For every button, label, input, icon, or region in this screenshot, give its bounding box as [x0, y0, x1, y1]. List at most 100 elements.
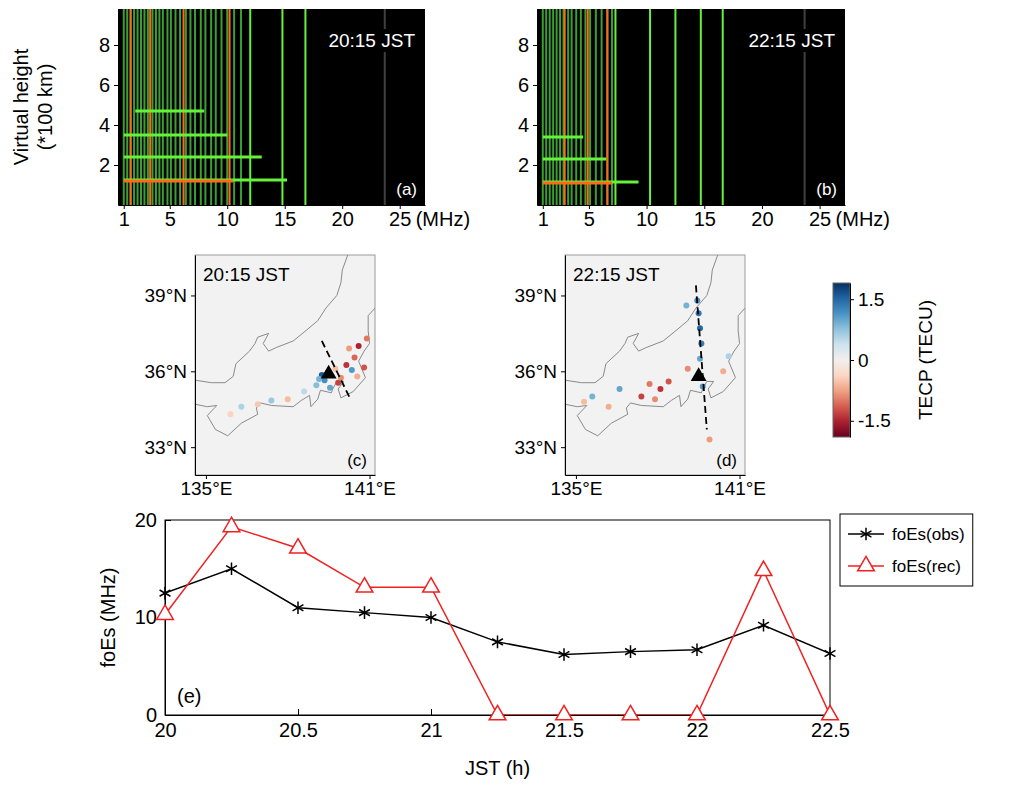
series-marker	[825, 647, 836, 660]
series-marker	[226, 562, 237, 575]
frequency-line	[563, 9, 565, 205]
axis-line	[118, 10, 119, 206]
x-axis: 1510152025	[538, 205, 846, 230]
echo-trace	[124, 134, 227, 137]
frequency-line	[215, 9, 217, 205]
series-line	[165, 527, 830, 715]
plot-frame	[165, 520, 830, 715]
series-marker	[160, 587, 171, 600]
tick-label: 0	[146, 704, 157, 726]
frequency-line	[123, 9, 125, 205]
frequency-line	[649, 9, 651, 205]
frequency-line	[552, 9, 554, 205]
tick-label: 21	[420, 719, 442, 741]
frequency-line	[606, 9, 608, 205]
tick: 5	[584, 205, 595, 230]
series-marker	[625, 645, 636, 658]
y-axis: 33°N36°N39°N	[515, 256, 566, 476]
legend-label: foEs(rec)	[892, 557, 961, 576]
tecp-point	[327, 385, 333, 391]
tick-label: 5	[165, 208, 176, 230]
tick-mark	[533, 85, 537, 86]
series-marker	[290, 539, 307, 553]
frequency-line	[564, 9, 566, 205]
tick-mark	[561, 295, 565, 296]
tick-label: 2	[518, 154, 529, 176]
tick-label: 5	[584, 208, 595, 230]
tecp-point	[346, 346, 352, 352]
tick-label: 135°E	[180, 478, 232, 499]
tick-mark	[114, 165, 118, 166]
tick: 135°E	[550, 475, 602, 499]
axis-line	[566, 475, 746, 476]
frequency-line	[584, 9, 586, 205]
tick: 20	[332, 205, 354, 230]
series-marker	[423, 578, 440, 592]
tecp-point	[349, 367, 355, 373]
tick-label: 39°N	[145, 285, 187, 306]
tecp-point	[364, 335, 370, 341]
echo-trace	[543, 136, 583, 139]
tecp-point	[343, 362, 349, 368]
axis-line	[537, 10, 538, 206]
axis-line	[565, 256, 566, 476]
tick: 39°N	[145, 285, 195, 306]
colorbar-title: TECP (TECU)	[915, 300, 936, 420]
tecp-point	[238, 404, 244, 410]
tecp-point	[352, 354, 358, 360]
legend-marker	[858, 556, 875, 570]
frequency-line	[575, 9, 577, 205]
frequency-line	[549, 9, 551, 205]
tick-label: 22.5	[811, 719, 850, 741]
ionogram-panel: 15101520252468(MHz)22:15 JST(b)	[518, 9, 890, 230]
series-marker	[622, 705, 639, 719]
markers	[157, 517, 839, 720]
frequency-line	[567, 9, 569, 205]
tick: 6	[99, 74, 118, 96]
marks	[195, 255, 375, 436]
tick: 5	[165, 205, 176, 230]
frequency-line	[155, 9, 157, 205]
tecp-point	[647, 381, 653, 387]
series-marker	[223, 517, 240, 531]
tick: 15	[694, 205, 716, 230]
legend-box	[840, 514, 973, 586]
tick-label: 33°N	[515, 437, 557, 458]
panel-time: 20:15 JST	[328, 30, 415, 51]
frequency-line	[587, 9, 589, 205]
tecp-point	[617, 386, 623, 392]
tick: 33°N	[515, 437, 565, 458]
coastline	[565, 255, 745, 436]
series-marker	[489, 705, 506, 719]
tick-mark	[114, 85, 118, 86]
frequency-line	[595, 9, 597, 205]
colorbar-axis: -1.501.5	[850, 284, 891, 438]
tick-mark	[533, 125, 537, 126]
station-marker	[691, 367, 707, 381]
tick-label: 25	[389, 208, 411, 230]
profile-line	[696, 285, 707, 429]
tick: 135°E	[180, 475, 232, 499]
tick-label: 10	[217, 208, 239, 230]
tick: 2	[518, 154, 537, 176]
tick: 1	[119, 205, 130, 230]
tick: 1.5	[850, 289, 884, 310]
tecp-point	[685, 366, 691, 372]
tick-mark	[561, 371, 565, 372]
coastline	[195, 255, 375, 436]
tick-label: 2	[99, 154, 110, 176]
tecp-point	[589, 394, 595, 400]
legend-label: foEs(obs)	[892, 525, 965, 544]
frequency-line	[249, 9, 251, 205]
echo-trace	[124, 180, 233, 183]
frequency-line	[542, 9, 544, 205]
tick-label: 20	[332, 208, 354, 230]
y-axis-title: foEs (MHz)	[97, 568, 119, 668]
figure: 15101520252468(MHz)Virtual height(*100 k…	[0, 0, 1015, 805]
tecp-point	[652, 396, 658, 402]
series-marker	[492, 636, 503, 649]
label-patch	[325, 29, 418, 52]
tick: 25	[389, 205, 411, 230]
x-axis: 1510152025	[119, 205, 426, 230]
echo-trace	[543, 181, 639, 184]
